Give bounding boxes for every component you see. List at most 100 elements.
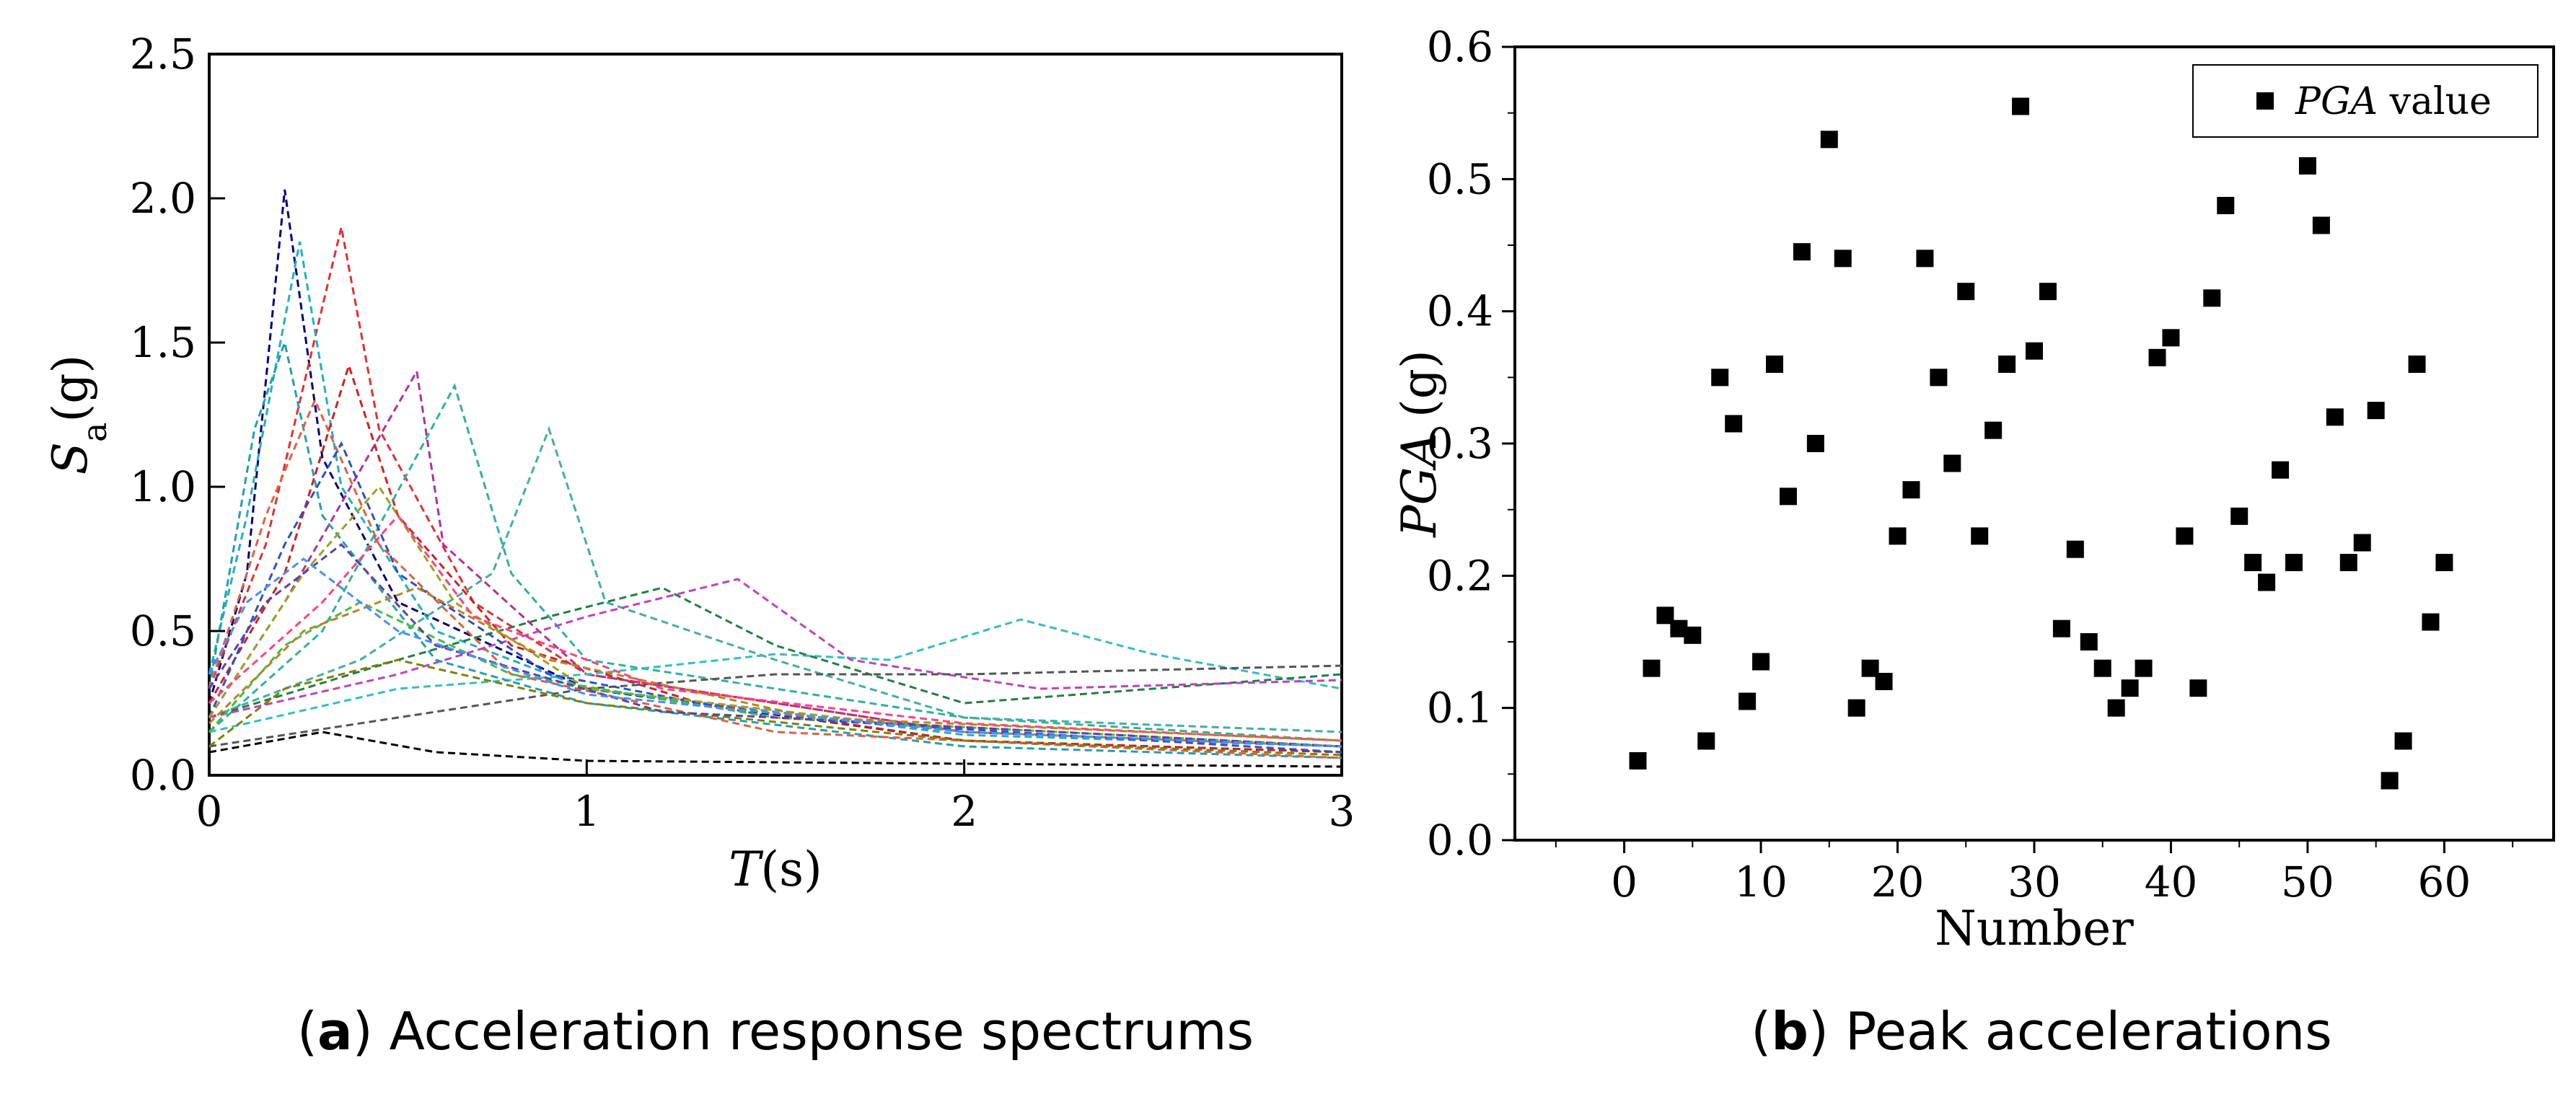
x-tick-label: 30 <box>2008 857 2061 907</box>
panel-b-caption: (b) Peak accelerations <box>1751 1001 2332 1062</box>
panel-a-caption-text: Acceleration response spectrums <box>390 1001 1254 1062</box>
pga-point <box>1998 356 2016 373</box>
pga-point <box>1793 243 1811 261</box>
y-tick-label: 1.0 <box>130 462 196 511</box>
spectrum-line <box>208 513 1342 742</box>
pga-point <box>2353 534 2371 552</box>
pga-point <box>1847 699 1865 717</box>
spectrum-line <box>208 425 1342 733</box>
pga-point <box>1629 752 1647 769</box>
spectrum-line <box>208 189 1342 754</box>
panel-b-xlabel: Number <box>1935 901 2134 956</box>
panel-a-xlabel-main: T <box>729 842 764 897</box>
y-tick-label: 2.0 <box>130 174 196 223</box>
pga-point <box>2312 216 2330 234</box>
pga-point <box>2435 554 2453 571</box>
pga-point <box>1752 653 1770 671</box>
y-tick-label: 0.4 <box>1427 287 1493 336</box>
legend-label: PGA value <box>2295 80 2492 123</box>
y-tick-label: 0.2 <box>1427 551 1493 600</box>
pga-point <box>1820 131 1838 149</box>
panel-a-ylabel-unit: (g) <box>43 355 98 423</box>
legend-label-italic: PGA <box>2295 80 2378 123</box>
pga-point <box>2203 289 2221 307</box>
x-tick-label: 40 <box>2145 857 2198 907</box>
pga-point <box>1834 250 1852 268</box>
y-tick-label: 2.5 <box>130 30 196 79</box>
pga-point <box>2012 97 2030 115</box>
pga-point <box>2217 197 2235 214</box>
pga-point <box>2066 540 2084 558</box>
x-tick-label: 0 <box>196 787 223 836</box>
x-tick-label: 1 <box>573 787 600 836</box>
x-tick-label: 0 <box>1611 857 1638 907</box>
pga-point <box>2121 679 2139 697</box>
pga-point <box>1684 626 1702 644</box>
pga-point <box>2039 283 2057 301</box>
panel-b-legend: PGA value <box>2192 64 2538 138</box>
spectrum-line <box>208 664 1342 748</box>
pga-point <box>1971 527 1989 545</box>
legend-marker <box>2256 92 2274 110</box>
spectrum-line <box>208 586 1342 719</box>
panel-a-axes: 0 1 2 3 0.0 0.5 1.0 1.5 2.0 2.5 <box>130 30 1355 836</box>
spectrum-line <box>208 338 1342 759</box>
pga-point <box>2176 527 2194 545</box>
panel-a-caption: (a) Acceleration response spectrums <box>297 1001 1254 1062</box>
spectrum-line <box>208 586 1342 742</box>
pga-point <box>1643 659 1661 677</box>
pga-point <box>1916 250 1934 268</box>
y-tick-label: 0.6 <box>1427 22 1493 71</box>
y-tick-label: 0.1 <box>1427 684 1493 733</box>
panel-a-ylabel-main: S <box>43 442 98 475</box>
panel-a-ylabel-sub: a <box>75 423 114 442</box>
legend-box <box>2192 64 2538 138</box>
pga-point <box>1889 527 1907 545</box>
pga-point <box>1984 421 2003 439</box>
spectrum-line <box>208 618 1342 733</box>
pga-point <box>2367 402 2385 420</box>
spectrum-line <box>208 542 1342 748</box>
x-tick-label: 2 <box>951 787 977 836</box>
spectrum-line <box>208 241 1342 748</box>
panel-b-ylabel: PGA (g) <box>1392 350 1447 538</box>
x-tick-label: 20 <box>1871 857 1925 907</box>
pga-point <box>1711 369 1729 387</box>
pga-point <box>2408 356 2426 373</box>
pga-point <box>2394 732 2412 750</box>
pga-point <box>2381 772 2399 790</box>
panel-b-plot-frame <box>1513 45 2555 842</box>
x-tick-label: 3 <box>1329 787 1355 836</box>
x-tick-label: 10 <box>1734 857 1788 907</box>
x-tick-label: 60 <box>2418 857 2471 907</box>
pga-point <box>1725 415 1743 433</box>
y-tick-label: 0.0 <box>130 751 196 800</box>
y-tick-label: 1.5 <box>130 318 196 367</box>
legend-label-rest: value <box>2389 80 2492 123</box>
pga-point <box>2162 329 2180 347</box>
spectrum-line <box>208 557 1342 748</box>
pga-point <box>2135 659 2153 677</box>
pga-point <box>2326 408 2344 426</box>
panel-b-caption-letter: b <box>1771 1001 1808 1062</box>
y-tick-label: 0.0 <box>1427 816 1493 865</box>
panel-a-xlabel-unit: (s) <box>760 842 822 897</box>
panel-b-ylabel-main: PGA <box>1392 433 1447 538</box>
pga-point <box>2339 554 2357 571</box>
pga-point <box>2230 507 2248 525</box>
panel-a-series-group <box>208 189 1342 768</box>
pga-point <box>2052 619 2070 638</box>
panel-b-ylabel-unit: (g) <box>1392 350 1447 418</box>
pga-point <box>2148 348 2166 366</box>
pga-point <box>1902 481 1920 499</box>
panel-b-axes: 0 10 20 30 40 50 60 0.0 0.1 0.2 0.3 0.4 0.5 0.6 <box>1427 22 2514 907</box>
panel-b-points <box>1629 97 2453 790</box>
spectrum-line <box>208 362 1342 754</box>
y-tick-label: 0.3 <box>1427 419 1493 468</box>
pga-point <box>2422 613 2440 631</box>
x-tick-label: 50 <box>2281 857 2334 907</box>
pga-point <box>2107 699 2125 717</box>
pga-point <box>2093 659 2111 677</box>
pga-point <box>1697 732 1715 750</box>
